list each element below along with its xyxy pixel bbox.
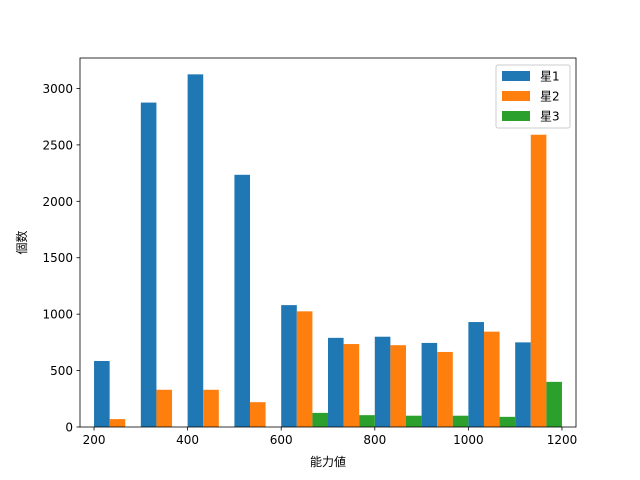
y-tick-label: 2000 — [42, 195, 73, 209]
bar — [405, 415, 422, 427]
bar — [156, 389, 173, 427]
bar — [328, 337, 344, 427]
bar — [281, 305, 297, 427]
x-axis-label: 能力値 — [310, 454, 346, 469]
bar — [343, 344, 360, 427]
x-tick-label: 400 — [176, 433, 199, 447]
bar — [250, 402, 266, 427]
y-tick-label: 3000 — [42, 82, 73, 96]
legend-swatch — [502, 91, 530, 101]
y-tick-label: 0 — [65, 421, 73, 435]
legend-label: 星3 — [540, 110, 560, 124]
bar — [546, 381, 562, 427]
bar — [483, 331, 500, 427]
bar — [499, 416, 516, 427]
bar — [296, 311, 313, 427]
y-axis-label: 個数 — [14, 230, 29, 254]
x-tick-label: 1200 — [547, 433, 578, 447]
y-axis: 0 500 1000 1500 2000 2500 3000 — [42, 82, 80, 435]
legend: 星1 星2 星3 — [495, 64, 571, 129]
bar — [374, 336, 391, 427]
bar — [530, 134, 547, 427]
y-tick-label: 1000 — [42, 308, 73, 322]
x-tick-label: 600 — [270, 433, 293, 447]
x-tick-label: 200 — [83, 433, 106, 447]
bar — [312, 412, 328, 427]
bar — [140, 102, 157, 427]
bar — [390, 345, 406, 427]
legend-label: 星1 — [540, 70, 560, 84]
bar — [234, 174, 251, 427]
bar — [421, 342, 438, 427]
y-tick-label: 2500 — [42, 138, 73, 152]
x-tick-label: 800 — [363, 433, 386, 447]
bar — [203, 389, 219, 427]
bars-layer — [94, 74, 562, 427]
bar — [452, 415, 469, 427]
bar — [94, 360, 110, 427]
x-axis: 200 400 600 800 1000 1200 — [83, 427, 578, 447]
bar — [109, 419, 126, 427]
y-tick-label: 500 — [50, 364, 73, 378]
legend-swatch — [502, 111, 530, 121]
x-tick-label: 1000 — [453, 433, 484, 447]
bar — [468, 322, 484, 427]
legend-label: 星2 — [540, 90, 560, 104]
plot-frame — [79, 57, 577, 428]
legend-swatch — [502, 71, 530, 81]
y-tick-label: 1500 — [42, 251, 73, 265]
bar — [515, 342, 531, 427]
bar — [359, 415, 375, 427]
bar — [437, 351, 453, 427]
bar — [187, 74, 204, 427]
